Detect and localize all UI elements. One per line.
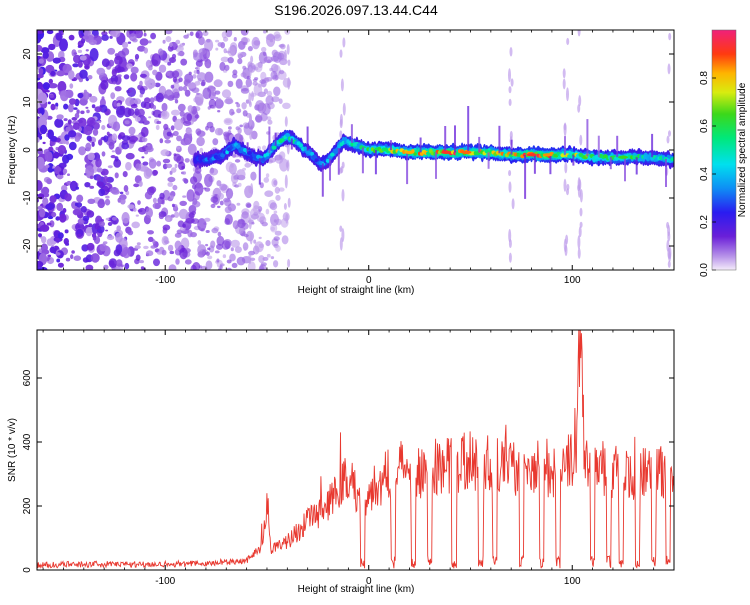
spectrogram-x-axis: -100 0 100 [42, 30, 675, 286]
colorbar-tick-label: 0.0 [699, 263, 710, 277]
y-tick-label: 0 [22, 567, 33, 573]
y-tick-label: 200 [22, 497, 33, 514]
colorbar-tick-label: 0.6 [699, 119, 710, 133]
spectrogram-x-label: Height of straight line (km) [298, 285, 415, 296]
heatmap-signal-ridge [193, 106, 674, 199]
snr-x-label: Height of straight line (km) [298, 584, 415, 595]
x-tick-label: 0 [366, 576, 372, 587]
snr-y-axis: 0 200 400 600 [22, 369, 674, 573]
x-tick-label: -100 [155, 275, 175, 286]
x-tick-label: 100 [564, 275, 581, 286]
spectrogram-heatmap [37, 30, 674, 270]
x-tick-label: 100 [564, 576, 581, 587]
snr-plot-frame [36, 329, 675, 571]
y-tick-label: 600 [22, 369, 33, 386]
heatmap-noise-blobs [37, 30, 672, 270]
y-tick-label: 10 [22, 96, 33, 108]
y-tick-label: -20 [22, 238, 33, 253]
y-tick-label: 0 [22, 147, 33, 153]
snr-x-axis: -100 0 100 [42, 330, 675, 587]
colorbar-tick-label: 0.8 [699, 71, 710, 85]
y-tick-label: -10 [22, 190, 33, 205]
x-tick-label: 0 [366, 275, 372, 286]
colorbar-label: Normalized spectral amplitude [737, 82, 748, 217]
colorbar-tick-label: 0.2 [699, 215, 710, 229]
snr-y-label: SNR (10 * v/v) [7, 418, 18, 482]
colorbar [712, 30, 736, 270]
spectrogram-y-axis: -20 -10 0 10 20 [22, 48, 674, 253]
y-tick-label: 400 [22, 433, 33, 450]
figure-title: S196.2026.097.13.44.C44 [274, 2, 438, 18]
colorbar-axis: 0.0 0.2 0.4 0.6 0.8 [699, 29, 737, 277]
y-tick-label: 20 [22, 48, 33, 60]
x-tick-label: -100 [155, 576, 175, 587]
snr-series-line [37, 330, 674, 569]
spectrogram-y-label: Frequency (Hz) [7, 116, 18, 185]
colorbar-tick-label: 0.4 [699, 167, 710, 181]
